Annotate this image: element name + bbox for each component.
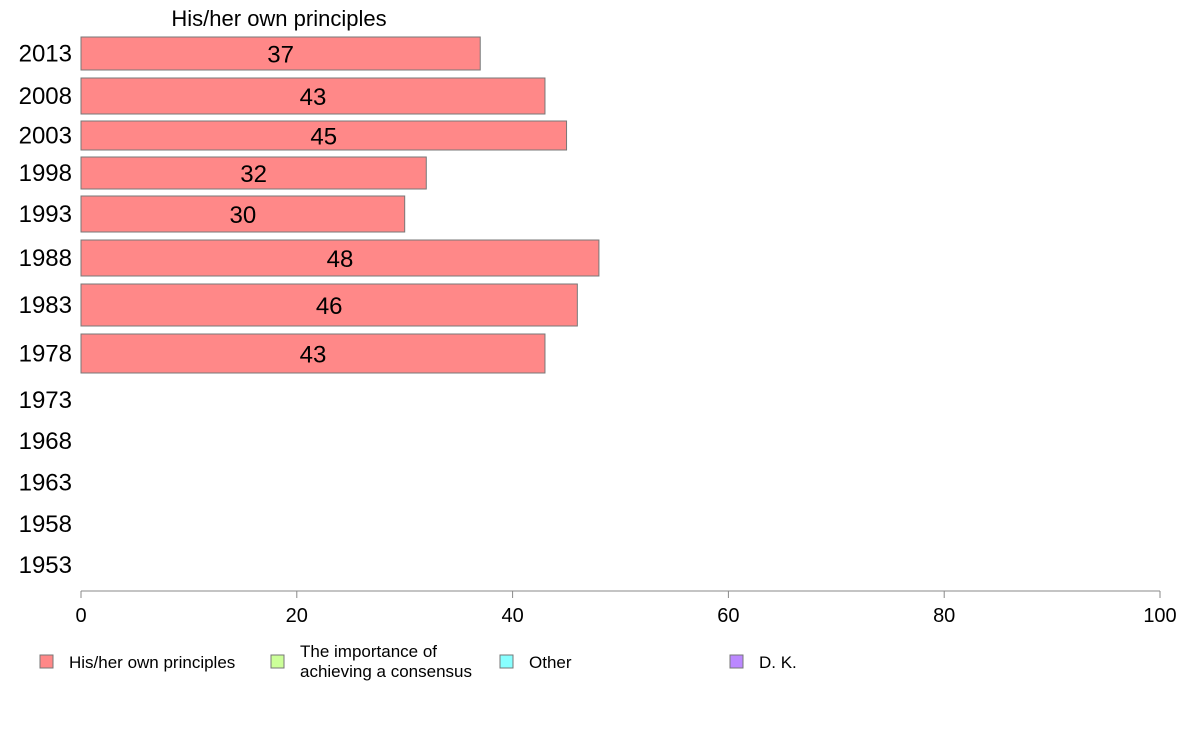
column-header: His/her own principles [171, 6, 386, 31]
bar-his-her-own-principles-1978 [80, 333, 546, 374]
data-label-his-her-own-principles-2008: 43 [300, 84, 327, 111]
bar-his-her-own-principles-2003 [80, 120, 568, 151]
legend-label-his-her-own-principles: His/her own principles [69, 653, 235, 672]
legend-swatch-d-k [729, 654, 744, 669]
y-label-1998: 1998 [19, 160, 72, 187]
y-label-2013: 2013 [19, 41, 72, 68]
y-label-2008: 2008 [19, 83, 72, 110]
y-axis-labels: 2013 2008 2003 1998 1993 1988 1983 1978 1973 1968… [19, 41, 72, 580]
x-tick-label-20: 20 [286, 605, 308, 627]
bar-his-her-own-principles-1983 [80, 283, 578, 327]
y-label-1993: 1993 [19, 201, 72, 228]
x-tick-label-60: 60 [717, 605, 739, 627]
data-label-his-her-own-principles-1978: 43 [300, 342, 327, 369]
x-tick-label-0: 0 [75, 605, 86, 627]
data-label-his-her-own-principles-1993: 30 [229, 202, 256, 229]
x-tick-label-40: 40 [501, 605, 523, 627]
data-label-his-her-own-principles-1988: 48 [327, 246, 354, 273]
y-label-1978: 1978 [19, 341, 72, 368]
y-label-1968: 1968 [19, 428, 72, 455]
bar-his-her-own-principles-2013 [80, 36, 481, 71]
data-label-his-her-own-principles-2003: 45 [310, 124, 337, 151]
legend-label-d-k: D. K. [759, 653, 797, 672]
data-label-his-her-own-principles-1998: 32 [240, 161, 267, 188]
y-label-1988: 1988 [19, 245, 72, 272]
y-label-1983: 1983 [19, 292, 72, 319]
y-label-1958: 1958 [19, 511, 72, 538]
x-axis: 0 20 40 60 80 100 [75, 590, 1177, 627]
y-label-1953: 1953 [19, 552, 72, 579]
y-label-2003: 2003 [19, 123, 72, 150]
y-label-1963: 1963 [19, 470, 72, 497]
data-label-his-her-own-principles-2013: 37 [267, 42, 294, 69]
bar-his-her-own-principles-1993 [80, 195, 406, 233]
y-label-1973: 1973 [19, 387, 72, 414]
x-tick-label-100: 100 [1143, 605, 1176, 627]
legend: His/her own principles The importance of a… [39, 642, 797, 681]
x-tick-label-80: 80 [933, 605, 955, 627]
legend-label-other: Other [529, 653, 572, 672]
legend-swatch-other [499, 654, 514, 669]
data-label-his-her-own-principles-1983: 46 [316, 293, 343, 320]
legend-swatch-the-importance-of-achieving-a-consensus [270, 654, 285, 669]
bar-his-her-own-principles-2008 [80, 77, 546, 115]
legend-swatch-his-her-own-principles [39, 654, 54, 669]
legend-label-the-importance-of-achieving-a-consensus: The importance of achieving a consensus [300, 642, 472, 681]
bar-his-her-own-principles-1988 [80, 239, 600, 277]
bar-his-her-own-principles-1998 [80, 156, 427, 190]
